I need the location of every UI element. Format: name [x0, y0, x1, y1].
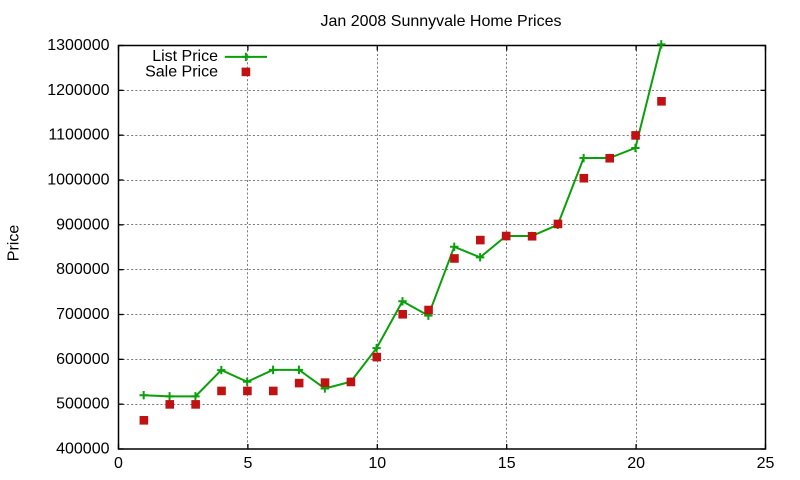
- svg-text:5: 5: [243, 455, 252, 472]
- svg-text:700000: 700000: [56, 306, 109, 323]
- svg-text:900000: 900000: [56, 216, 109, 233]
- svg-text:List Price: List Price: [152, 48, 218, 65]
- svg-text:Jan 2008 Sunnyvale Home Prices: Jan 2008 Sunnyvale Home Prices: [320, 13, 561, 30]
- svg-text:20: 20: [627, 455, 645, 472]
- svg-text:1100000: 1100000: [48, 127, 109, 144]
- svg-text:400000: 400000: [56, 441, 109, 458]
- svg-text:15: 15: [498, 455, 516, 472]
- svg-text:800000: 800000: [56, 261, 109, 278]
- svg-text:1300000: 1300000: [47, 37, 109, 54]
- svg-text:500000: 500000: [56, 396, 109, 413]
- svg-text:Sale Price: Sale Price: [145, 64, 218, 81]
- svg-text:0: 0: [114, 455, 123, 472]
- svg-text:600000: 600000: [56, 351, 109, 368]
- svg-text:1000000: 1000000: [47, 172, 109, 189]
- svg-text:25: 25: [757, 455, 775, 472]
- svg-text:1200000: 1200000: [47, 82, 109, 99]
- svg-text:Price: Price: [6, 225, 23, 262]
- svg-text:10: 10: [368, 455, 386, 472]
